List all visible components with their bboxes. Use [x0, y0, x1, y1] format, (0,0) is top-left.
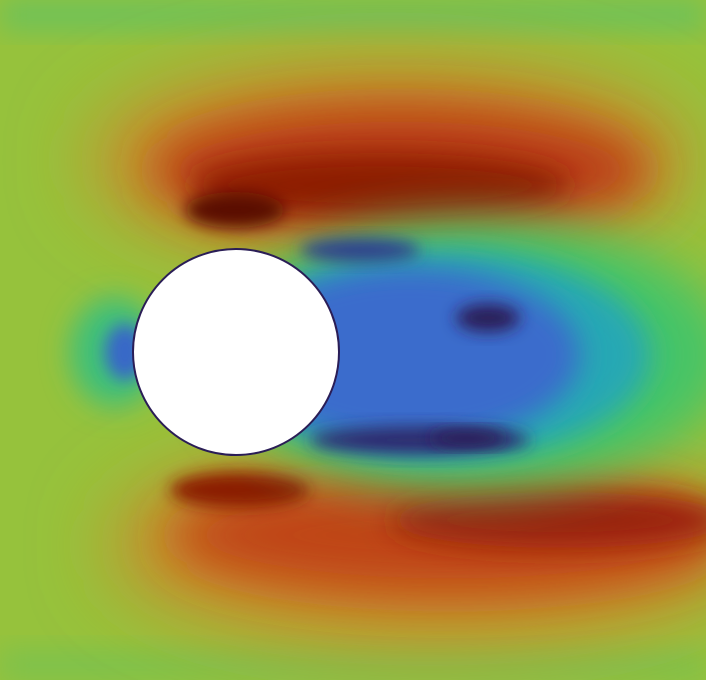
- shear-upper: [300, 238, 420, 262]
- lower-band-core: [390, 492, 706, 548]
- upper-band-core: [190, 153, 570, 217]
- vortex-upper: [456, 304, 520, 332]
- bottom-edge: [0, 650, 706, 680]
- cylinder: [132, 248, 340, 456]
- upper-peak: [185, 192, 285, 228]
- vortex-lower: [430, 430, 506, 446]
- top-edge: [0, 0, 706, 30]
- lower-peak: [170, 472, 310, 508]
